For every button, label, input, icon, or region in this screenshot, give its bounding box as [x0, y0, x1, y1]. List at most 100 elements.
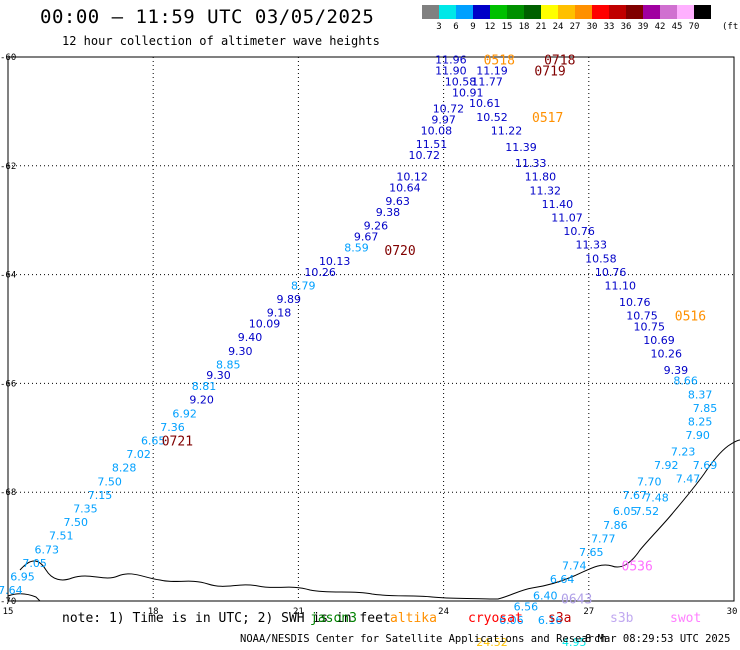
wave-height-label: 6.64 — [550, 573, 575, 586]
wave-height-label: 11.22 — [491, 124, 523, 137]
wave-height-label: 11.96 — [435, 54, 467, 67]
wave-height-label: 6.16 — [538, 614, 563, 627]
wave-height-label: 10.72 — [433, 103, 465, 116]
wave-height-label: 7.36 — [160, 421, 185, 434]
longitude-label: 21 — [293, 607, 304, 617]
wave-height-label: 7.70 — [637, 475, 662, 488]
wave-height-label: 9.97 — [431, 114, 456, 127]
wave-height-label: 7.05 — [22, 557, 47, 570]
wave-height-label: 6.40 — [533, 590, 558, 603]
wave-height-label: 11.33 — [515, 157, 547, 170]
wave-height-label: 8.81 — [192, 380, 217, 393]
legend-swatch — [609, 5, 626, 19]
wave-height-label: 10.91 — [452, 86, 484, 99]
legend-swatch — [626, 5, 643, 19]
wave-height-label: 9.39 — [664, 364, 689, 377]
wave-height-label: 7.90 — [685, 429, 710, 442]
wave-height-label: 7.67 — [623, 489, 648, 502]
wave-height-label: 10.75 — [634, 320, 666, 333]
wave-height-label: 11.39 — [505, 141, 537, 154]
legend-swatch — [422, 5, 439, 19]
generated-timestamp: 8 Mar 08:29:53 UTC 2025 — [585, 633, 731, 645]
wave-height-label: 7.77 — [591, 532, 616, 545]
wave-height-label: 24.52 — [476, 636, 508, 649]
wave-height-label: 9.67 — [354, 231, 379, 244]
graticule — [8, 57, 734, 601]
wave-height-label: 6.73 — [34, 543, 59, 556]
wave-height-label: 6.05 — [613, 505, 638, 518]
satellite-name: jason3 — [310, 611, 357, 626]
legend-unit: (ft) — [722, 22, 740, 32]
legend-swatch — [490, 5, 507, 19]
latitude-label: -60 — [0, 53, 16, 63]
legend-tick: 15 — [501, 22, 513, 32]
coastline-west — [7, 593, 41, 602]
legend-swatch — [660, 5, 677, 19]
satellite-name: swot — [670, 611, 702, 626]
legend-tick: 6 — [453, 22, 459, 32]
legend-tick: 30 — [586, 22, 598, 32]
legend-swatch — [507, 5, 524, 19]
satellite-name: altika — [390, 611, 437, 626]
wave-height-label: 10.76 — [595, 266, 627, 279]
wave-height-label: 11.40 — [542, 198, 574, 211]
wave-height-label: 7.50 — [64, 516, 89, 529]
legend-tick: 36 — [620, 22, 632, 32]
legend-tick: 45 — [671, 22, 683, 32]
legend-swatch — [439, 5, 456, 19]
wave-height-label: 10.61 — [469, 97, 501, 110]
wave-height-label: 6.95 — [10, 571, 35, 584]
wave-height-label: 7.51 — [49, 530, 74, 543]
wave-height-label: 8.37 — [688, 388, 713, 401]
wave-height-label: 10.69 — [643, 334, 675, 347]
pass-time-label: 0719 — [534, 65, 565, 80]
legend-tick: 33 — [603, 22, 615, 32]
pass-time-label: 0517 — [532, 111, 563, 126]
legend-swatch — [694, 5, 711, 19]
wave-height-label: 10.26 — [650, 347, 682, 360]
legend-tick: 3 — [436, 22, 442, 32]
wave-height-label: 7.02 — [126, 448, 151, 461]
satellite-name: s3a — [548, 611, 572, 626]
wave-height-label: 7.52 — [635, 505, 660, 518]
wave-height-label: 8.66 — [673, 375, 698, 388]
pass-time-label: 0518 — [484, 54, 515, 69]
wave-height-label: 6.65 — [141, 435, 166, 448]
wave-height-label: 9.18 — [267, 307, 292, 320]
wave-height-label: 6.56 — [514, 600, 539, 613]
wave-height-label: 11.80 — [525, 171, 557, 184]
legend-swatch — [677, 5, 694, 19]
page-subtitle: 12 hour collection of altimeter wave hei… — [62, 34, 380, 48]
wave-height-label: 9.40 — [238, 331, 263, 344]
wave-height-label: 7.47 — [676, 473, 701, 486]
wave-height-label: 7.23 — [671, 445, 696, 458]
wave-height-label: 8.25 — [688, 415, 713, 428]
wave-height-label: 7.50 — [97, 475, 122, 488]
footnote: note: 1) Time is in UTC; 2) SWH is in fe… — [62, 611, 391, 626]
wave-height-label: 10.75 — [626, 309, 658, 322]
pass-time-label: 0536 — [622, 560, 653, 575]
wave-height-label: 11.32 — [529, 184, 561, 197]
legend-tick: 24 — [552, 22, 564, 32]
longitude-label: 24 — [438, 607, 449, 617]
wave-height-label: 7.64 — [0, 584, 23, 597]
wave-height-label: 11.10 — [605, 279, 637, 292]
wave-height-label: 10.09 — [249, 318, 281, 331]
wave-height-label: 7.92 — [654, 459, 679, 472]
track-labels: 11.9611.9010.5810.9110.729.9710.0811.511… — [0, 54, 717, 649]
legend-swatch — [524, 5, 541, 19]
wave-height-label: 8.59 — [344, 241, 369, 254]
wave-height-label: 10.58 — [445, 75, 477, 88]
wave-height-label: 11.33 — [575, 239, 607, 252]
wave-height-label: 6.92 — [172, 407, 197, 420]
wave-height-label: 10.08 — [421, 124, 453, 137]
wave-height-label: 10.13 — [319, 255, 351, 268]
wave-height-label: 10.58 — [585, 252, 617, 265]
legend-tick: 39 — [637, 22, 649, 32]
legend-swatch — [558, 5, 575, 19]
wave-height-label: 7.65 — [579, 546, 604, 559]
legend-swatch — [456, 5, 473, 19]
